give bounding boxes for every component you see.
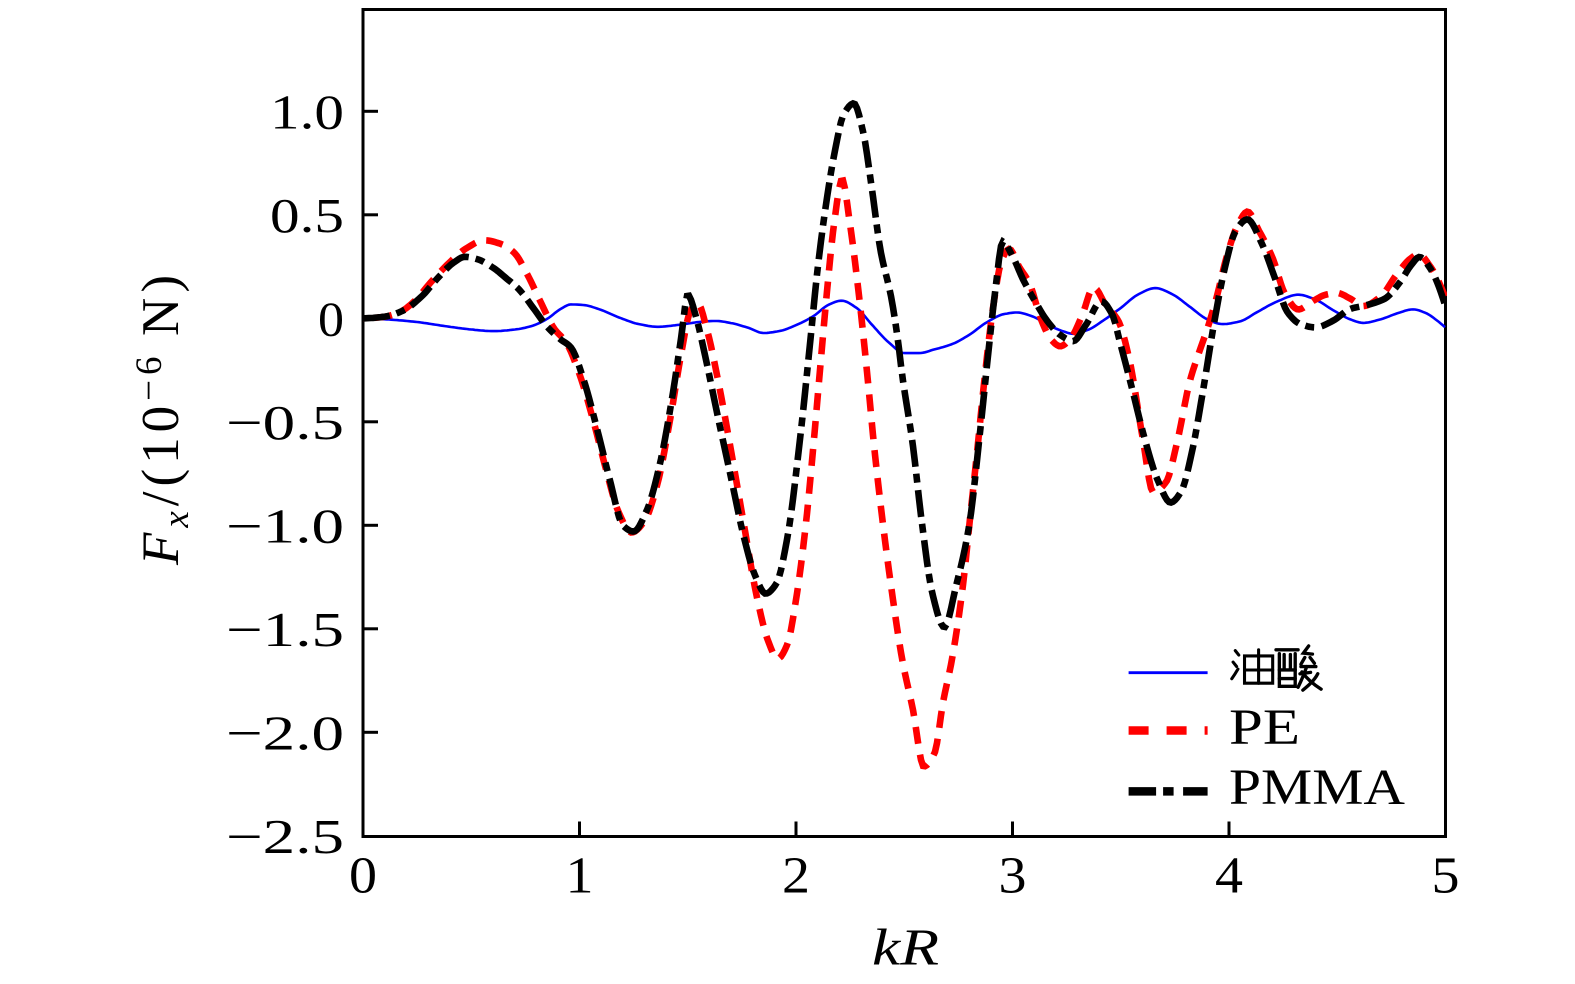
svg-text:−2.5: −2.5	[226, 809, 344, 864]
svg-text:PE: PE	[1229, 700, 1300, 756]
svg-text:−2.0: −2.0	[226, 705, 344, 760]
svg-text:PMMA: PMMA	[1229, 760, 1405, 816]
svg-text:1: 1	[566, 848, 594, 905]
svg-text:−1.0: −1.0	[226, 498, 344, 553]
svg-text:4: 4	[1215, 848, 1243, 905]
svg-text:0: 0	[318, 291, 344, 346]
svg-text:0.5: 0.5	[270, 188, 344, 243]
svg-text:0: 0	[349, 848, 377, 905]
svg-text:5: 5	[1432, 848, 1460, 905]
svg-text:3: 3	[999, 848, 1027, 905]
svg-text:2: 2	[782, 848, 810, 905]
svg-text:1.0: 1.0	[270, 84, 344, 139]
svg-text:−0.5: −0.5	[226, 395, 344, 450]
svg-text:−1.5: −1.5	[226, 602, 344, 657]
svg-text:kR: kR	[872, 920, 939, 977]
